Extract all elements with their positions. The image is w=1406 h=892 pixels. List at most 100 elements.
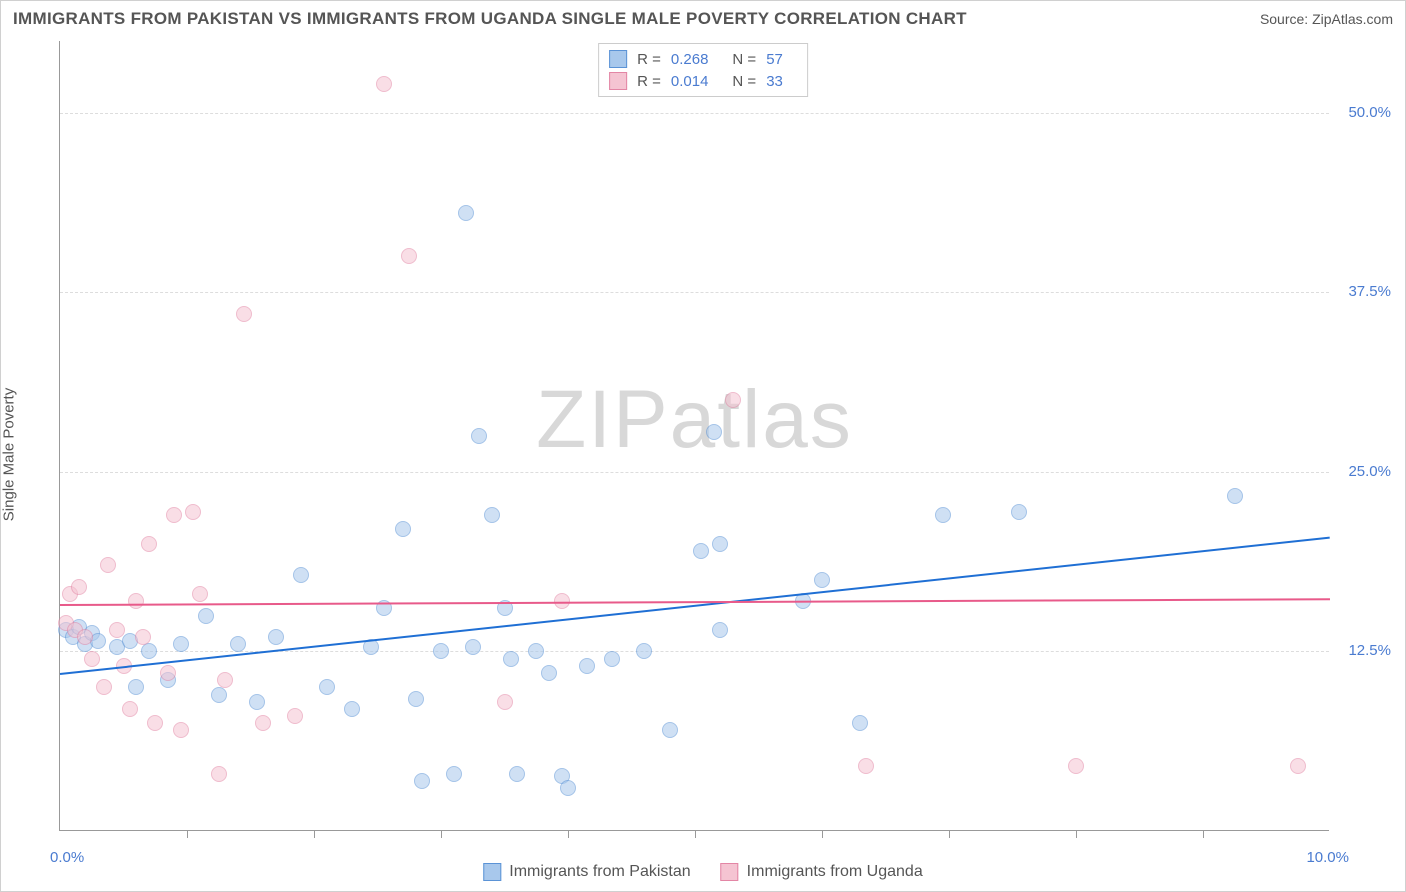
data-point xyxy=(344,701,360,717)
x-tick xyxy=(822,831,823,838)
data-point xyxy=(1011,504,1027,520)
data-point xyxy=(528,643,544,659)
y-tick-label: 50.0% xyxy=(1348,104,1391,121)
y-tick-label: 25.0% xyxy=(1348,463,1391,480)
stats-legend: R = 0.268 N = 57 R = 0.014 N = 33 xyxy=(598,43,808,97)
chart-container: IMMIGRANTS FROM PAKISTAN VS IMMIGRANTS F… xyxy=(0,0,1406,892)
data-point xyxy=(509,766,525,782)
legend-swatch xyxy=(483,863,501,881)
data-point xyxy=(236,306,252,322)
r-label: R = xyxy=(637,51,661,68)
data-point xyxy=(141,643,157,659)
data-point xyxy=(712,622,728,638)
data-point xyxy=(185,504,201,520)
trend-line xyxy=(60,537,1330,675)
data-point xyxy=(814,572,830,588)
legend-item: Immigrants from Uganda xyxy=(721,863,923,881)
x-tick xyxy=(1076,831,1077,838)
data-point xyxy=(268,629,284,645)
n-value: 57 xyxy=(766,51,783,68)
r-value: 0.268 xyxy=(671,51,709,68)
data-point xyxy=(935,507,951,523)
data-point xyxy=(141,536,157,552)
plot-area: ZIPatlas 12.5%25.0%37.5%50.0%0.0%10.0% xyxy=(59,41,1329,831)
data-point xyxy=(96,679,112,695)
x-tick-label-max: 10.0% xyxy=(1306,849,1349,866)
data-point xyxy=(725,392,741,408)
data-point xyxy=(211,766,227,782)
r-label: R = xyxy=(637,73,661,90)
data-point xyxy=(122,701,138,717)
data-point xyxy=(446,766,462,782)
stats-row: R = 0.014 N = 33 xyxy=(609,70,797,92)
legend-swatch xyxy=(609,72,627,90)
data-point xyxy=(293,567,309,583)
x-tick xyxy=(695,831,696,838)
data-point xyxy=(465,639,481,655)
data-point xyxy=(433,643,449,659)
data-point xyxy=(319,679,335,695)
watermark: ZIPatlas xyxy=(536,373,853,467)
stats-row: R = 0.268 N = 57 xyxy=(609,48,797,70)
data-point xyxy=(71,579,87,595)
data-point xyxy=(1227,488,1243,504)
data-point xyxy=(471,428,487,444)
data-point xyxy=(401,248,417,264)
data-point xyxy=(230,636,246,652)
legend-swatch xyxy=(721,863,739,881)
data-point xyxy=(192,586,208,602)
data-point xyxy=(160,665,176,681)
data-point xyxy=(604,651,620,667)
data-point xyxy=(579,658,595,674)
data-point xyxy=(287,708,303,724)
x-tick xyxy=(1203,831,1204,838)
data-point xyxy=(503,651,519,667)
data-point xyxy=(211,687,227,703)
data-point xyxy=(662,722,678,738)
data-point xyxy=(497,694,513,710)
legend-swatch xyxy=(609,50,627,68)
data-point xyxy=(484,507,500,523)
data-point xyxy=(541,665,557,681)
data-point xyxy=(77,629,93,645)
x-tick xyxy=(314,831,315,838)
data-point xyxy=(712,536,728,552)
data-point xyxy=(395,521,411,537)
data-point xyxy=(1068,758,1084,774)
title-bar: IMMIGRANTS FROM PAKISTAN VS IMMIGRANTS F… xyxy=(13,9,1393,29)
legend-label: Immigrants from Pakistan xyxy=(509,863,690,881)
x-tick-label-min: 0.0% xyxy=(50,849,84,866)
data-point xyxy=(255,715,271,731)
data-point xyxy=(408,691,424,707)
legend-label: Immigrants from Uganda xyxy=(747,863,923,881)
data-point xyxy=(84,651,100,667)
data-point xyxy=(128,679,144,695)
data-point xyxy=(166,507,182,523)
x-tick xyxy=(187,831,188,838)
gridline xyxy=(60,292,1329,293)
y-axis-label: Single Male Poverty xyxy=(1,388,18,521)
x-tick xyxy=(441,831,442,838)
n-value: 33 xyxy=(766,73,783,90)
data-point xyxy=(560,780,576,796)
y-tick-label: 12.5% xyxy=(1348,642,1391,659)
chart-title: IMMIGRANTS FROM PAKISTAN VS IMMIGRANTS F… xyxy=(13,9,967,29)
data-point xyxy=(414,773,430,789)
x-tick xyxy=(949,831,950,838)
data-point xyxy=(852,715,868,731)
legend-item: Immigrants from Pakistan xyxy=(483,863,690,881)
data-point xyxy=(636,643,652,659)
data-point xyxy=(693,543,709,559)
data-point xyxy=(706,424,722,440)
data-point xyxy=(1290,758,1306,774)
r-value: 0.014 xyxy=(671,73,709,90)
data-point xyxy=(376,76,392,92)
data-point xyxy=(100,557,116,573)
data-point xyxy=(858,758,874,774)
data-point xyxy=(135,629,151,645)
n-label: N = xyxy=(732,73,756,90)
bottom-legend: Immigrants from Pakistan Immigrants from … xyxy=(483,863,922,881)
data-point xyxy=(109,622,125,638)
n-label: N = xyxy=(732,51,756,68)
data-point xyxy=(198,608,214,624)
